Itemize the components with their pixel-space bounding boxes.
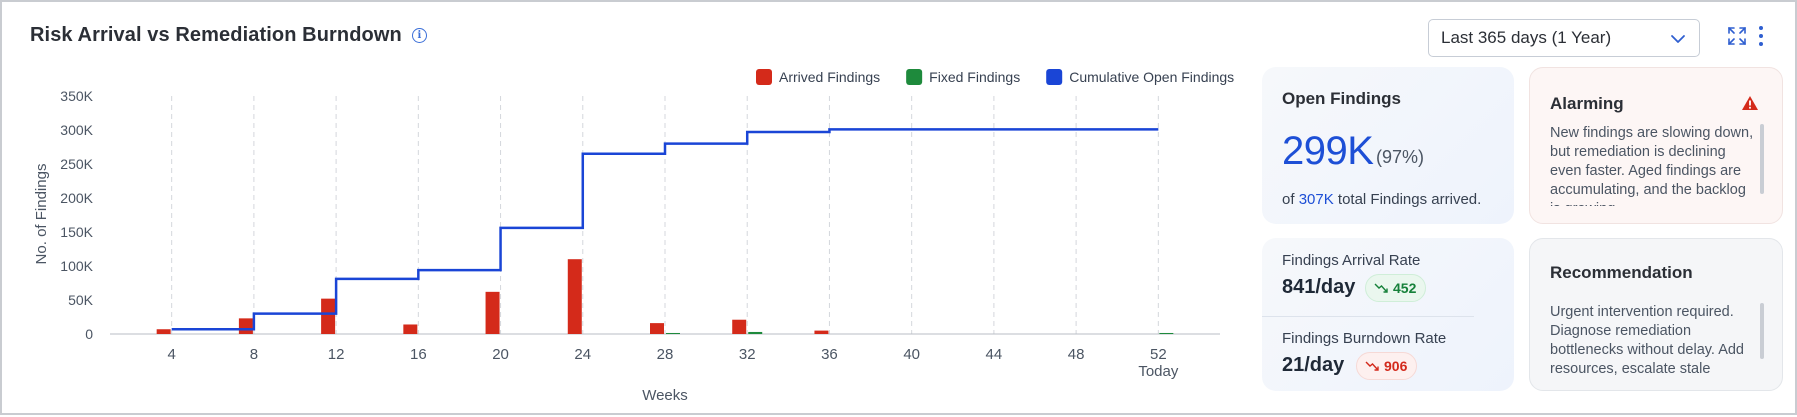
recommendation-text: Urgent intervention required. Diagnose r…: [1550, 304, 1744, 377]
legend-label: Fixed Findings: [929, 69, 1020, 85]
arrived-bar: [567, 259, 582, 334]
fixed-bar: [1159, 332, 1174, 334]
legend-swatch: [1046, 69, 1063, 85]
arrived-bar: [650, 323, 664, 334]
rates-card: Findings Arrival Rate 841/day 452 Findin…: [1262, 238, 1514, 391]
burndown-rate-label: Findings Burndown Rate: [1282, 330, 1447, 347]
arrival-rate-value: 841/day: [1282, 276, 1356, 298]
x-tick-label: 48: [1068, 346, 1085, 363]
arrived-bar: [403, 324, 418, 334]
legend-label: Cumulative Open Findings: [1069, 69, 1234, 85]
y-tick-label: 150K: [60, 224, 93, 240]
x-tick-label: 32: [739, 346, 756, 363]
arrived-bar: [156, 329, 171, 334]
y-tick-label: 300K: [60, 122, 93, 138]
arrival-delta-value: 452: [1393, 280, 1417, 296]
y-tick-label: 250K: [60, 156, 93, 172]
x-tick-label: 44: [986, 346, 1003, 363]
subtext-prefix: of: [1282, 191, 1299, 208]
header: Risk Arrival vs Remediation Burndown i: [30, 24, 427, 47]
arrival-rate-delta: 452: [1365, 274, 1427, 302]
open-findings-percent: (97%): [1376, 147, 1425, 167]
fixed-bar: [666, 332, 680, 334]
arrived-bar: [321, 298, 336, 334]
subtext-suffix: total Findings arrived.: [1333, 191, 1482, 208]
x-tick-label: 40: [903, 346, 920, 363]
open-findings-value: 299K: [1282, 129, 1374, 173]
open-findings-subtext: of 307K total Findings arrived.: [1282, 191, 1481, 208]
x-tick-label: 52: [1150, 346, 1167, 363]
x-tick-label: 4: [167, 346, 175, 363]
info-icon[interactable]: i: [411, 28, 427, 43]
x-tick-label: 20: [492, 346, 509, 363]
alarming-card: Alarming New findings are slowing down, …: [1529, 67, 1783, 224]
expand-icon[interactable]: [1727, 26, 1747, 46]
burndown-rate-delta: 906: [1356, 352, 1418, 380]
open-findings-card: Open Findings 299K (97%) of 307K total F…: [1262, 67, 1514, 224]
y-tick-label: 100K: [60, 258, 93, 274]
x-tick-label: 16: [410, 346, 427, 363]
arrived-bar: [814, 330, 829, 334]
x-tick-label: 24: [574, 346, 591, 363]
x-axis-label: Weeks: [642, 387, 688, 404]
burndown-delta-value: 906: [1384, 358, 1408, 374]
recommendation-scrollbar[interactable]: [1760, 303, 1764, 359]
trend-down-icon: [1365, 361, 1379, 371]
total-findings-link[interactable]: 307K: [1298, 191, 1334, 208]
alarming-scrollbar[interactable]: [1760, 124, 1764, 194]
legend-swatch: [756, 69, 772, 85]
y-tick-label: 200K: [60, 190, 93, 206]
warning-icon: [1742, 96, 1758, 110]
time-range-value: Last 365 days (1 Year): [1441, 28, 1612, 47]
recommendation-card: Recommendation Urgent intervention requi…: [1529, 238, 1783, 391]
trend-down-icon: [1374, 283, 1388, 293]
y-axis-label: No. of Findings: [33, 164, 50, 265]
recommendation-title: Recommendation: [1550, 263, 1693, 282]
widget-title: Risk Arrival vs Remediation Burndown: [30, 24, 402, 46]
x-tick-label: 28: [657, 346, 674, 363]
more-vertical-icon[interactable]: [1756, 24, 1766, 48]
legend-swatch: [906, 69, 923, 85]
arrived-bar: [238, 318, 253, 334]
open-findings-title: Open Findings: [1282, 89, 1401, 108]
y-tick-label: 0: [85, 326, 93, 342]
y-tick-label: 50K: [68, 292, 94, 308]
burndown-rate-value: 21/day: [1282, 354, 1345, 376]
alarming-text: New findings are slowing down, but remed…: [1550, 125, 1754, 206]
alarming-title: Alarming: [1550, 94, 1624, 113]
x-tick-label: 12: [328, 346, 345, 363]
rates-divider: [1262, 316, 1474, 317]
x-tick-label: 8: [250, 346, 258, 363]
x-tick-sublabel: Today: [1138, 363, 1179, 380]
y-tick-label: 350K: [60, 88, 93, 104]
arrived-bar: [732, 319, 747, 334]
cumulative-open-line: [171, 128, 1159, 331]
arrival-rate-label: Findings Arrival Rate: [1282, 252, 1421, 269]
chevron-down-icon: [1671, 35, 1685, 43]
time-range-select[interactable]: Last 365 days (1 Year): [1428, 19, 1700, 57]
fixed-bar: [748, 331, 763, 334]
legend-label: Arrived Findings: [779, 69, 880, 85]
arrived-bar: [485, 291, 500, 334]
x-tick-label: 36: [821, 346, 838, 363]
